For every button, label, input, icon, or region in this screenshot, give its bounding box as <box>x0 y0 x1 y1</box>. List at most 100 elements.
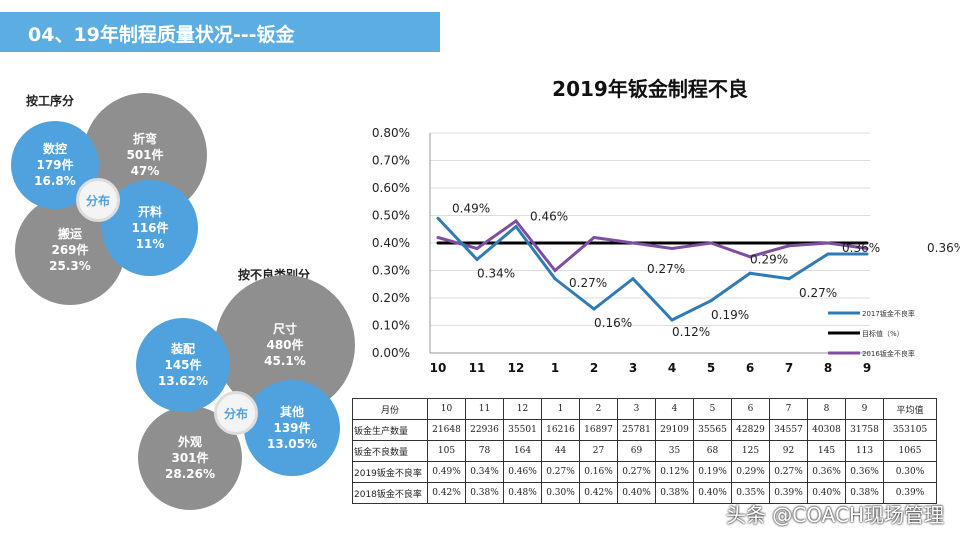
table-cell: 0.12% <box>655 461 694 483</box>
bubble-name: 其他 <box>279 405 304 419</box>
bubble-pct: 13.05% <box>267 437 317 451</box>
bubble-name: 开料 <box>137 205 162 219</box>
x-tick-label: 9 <box>863 361 871 375</box>
data-point <box>826 241 830 245</box>
defect-rate-chart: 2019年钣金制程不良 0.00% 0.10% 0.20% 0.30% 0.40% 0.50… <box>372 77 960 375</box>
table-cell: 0.38% <box>845 482 884 504</box>
bubble-name: 装配 <box>170 342 195 356</box>
table-cell: 2019钣金不良率 <box>352 461 428 483</box>
data-point <box>748 271 752 275</box>
bubble-pct: 47% <box>130 164 160 178</box>
x-tick-label: 1 <box>551 361 559 375</box>
table-cell: 16897 <box>579 419 618 441</box>
bubble-count: 301件 <box>171 451 209 465</box>
data-point <box>475 241 479 245</box>
table-cell: 钣金生产数量 <box>352 419 428 441</box>
table-cell: 0.42% <box>579 482 618 504</box>
table-cell: 8 <box>807 398 846 420</box>
y-tick-label: 0.60% <box>372 181 410 195</box>
table-cell: 44 <box>541 440 580 462</box>
table-cell: 113 <box>845 440 884 462</box>
table-cell: 35501 <box>503 419 542 441</box>
y-tick-label: 0.20% <box>372 291 410 305</box>
table-cell: 42829 <box>731 419 770 441</box>
bubble-count: 139件 <box>273 421 311 435</box>
bubble-count: 269件 <box>51 243 89 257</box>
table-cell: 0.19% <box>693 461 732 483</box>
table-cell: 68 <box>693 440 732 462</box>
data-point <box>553 277 557 281</box>
x-tick-label: 7 <box>785 361 793 375</box>
data-point <box>475 258 479 261</box>
data-point <box>436 216 440 220</box>
table-cell: 145 <box>807 440 846 462</box>
bubble-pct: 11% <box>135 237 165 251</box>
data-point <box>865 252 869 256</box>
bubble-name: 外观 <box>177 435 202 449</box>
watermark: 头条 @COACH现场管理 <box>725 503 944 527</box>
data-label: 0.29% <box>750 252 788 266</box>
x-tick-label: 2 <box>590 361 598 375</box>
bubble-name: 搬运 <box>57 227 82 241</box>
table-cell: 105 <box>427 440 466 462</box>
data-label: 0.27% <box>647 262 685 276</box>
data-point <box>553 269 557 272</box>
data-label: 0.27% <box>799 286 837 300</box>
table-cell: 353105 <box>883 419 937 441</box>
data-point <box>787 241 791 245</box>
data-point <box>436 236 440 239</box>
table-cell: 2 <box>579 398 618 420</box>
table-cell: 7 <box>769 398 808 420</box>
table-cell: 0.36% <box>807 461 846 483</box>
data-point <box>787 277 791 281</box>
title-bar: 04、19年制程质量状况---钣金 <box>0 12 440 52</box>
table-cell: 12 <box>503 398 542 420</box>
data-point <box>475 247 479 250</box>
data-point <box>436 241 440 245</box>
x-tick-label: 11 <box>469 361 486 375</box>
table-cell: 4 <box>655 398 694 420</box>
data-label: 0.12% <box>672 325 710 339</box>
y-tick-label: 0.10% <box>372 319 410 333</box>
data-point <box>631 241 635 245</box>
bubble-name: 数控 <box>42 142 67 156</box>
y-tick-label: 0.80% <box>372 126 410 140</box>
y-tick-label: 0.30% <box>372 264 410 278</box>
table-cell: 25781 <box>617 419 656 441</box>
table-cell: 6 <box>731 398 770 420</box>
data-point <box>514 241 518 245</box>
table-cell: 34557 <box>769 419 808 441</box>
x-tick-label: 4 <box>668 361 676 375</box>
table-cell: 35 <box>655 440 694 462</box>
data-point <box>826 252 830 256</box>
table-cell: 平均值 <box>883 398 937 420</box>
table-cell: 0.46% <box>503 461 542 483</box>
table-cell: 0.39% <box>883 482 937 504</box>
table-cell: 0.49% <box>427 461 466 483</box>
chart-title: 2019年钣金制程不良 <box>552 77 748 101</box>
table-cell: 11 <box>465 398 504 420</box>
data-point <box>865 247 869 250</box>
data-label: 0.46% <box>530 210 568 224</box>
table-cell: 0.27% <box>541 461 580 483</box>
table-cell: 0.30% <box>883 461 937 483</box>
bubble-name: 尺寸 <box>272 322 297 336</box>
table-cell: 0.35% <box>731 482 770 504</box>
data-label: 0.19% <box>711 308 749 322</box>
y-tick-label: 0.40% <box>372 236 410 250</box>
bubble-pct: 16.8% <box>34 174 76 188</box>
data-table: 月份 10 11 12 1 2 3 4 5 6 7 8 9 平均值 钣金生产数量 21648 22936 3550… <box>352 398 937 504</box>
table-row: 月份 10 11 12 1 2 3 4 5 6 7 8 9 平均值 <box>352 398 937 420</box>
bubble-count: 145件 <box>164 358 202 372</box>
bubble-pct: 28.26% <box>165 467 215 481</box>
data-label: 0.34% <box>477 267 515 281</box>
data-point <box>670 247 674 250</box>
data-point <box>592 307 596 311</box>
data-point <box>592 236 596 239</box>
table-cell: 0.29% <box>731 461 770 483</box>
table-cell: 22936 <box>465 419 504 441</box>
data-point <box>787 244 791 248</box>
x-tick-label: 6 <box>746 361 754 375</box>
data-point <box>514 219 518 223</box>
legend-label: 2016钣金不良率 <box>862 349 915 358</box>
